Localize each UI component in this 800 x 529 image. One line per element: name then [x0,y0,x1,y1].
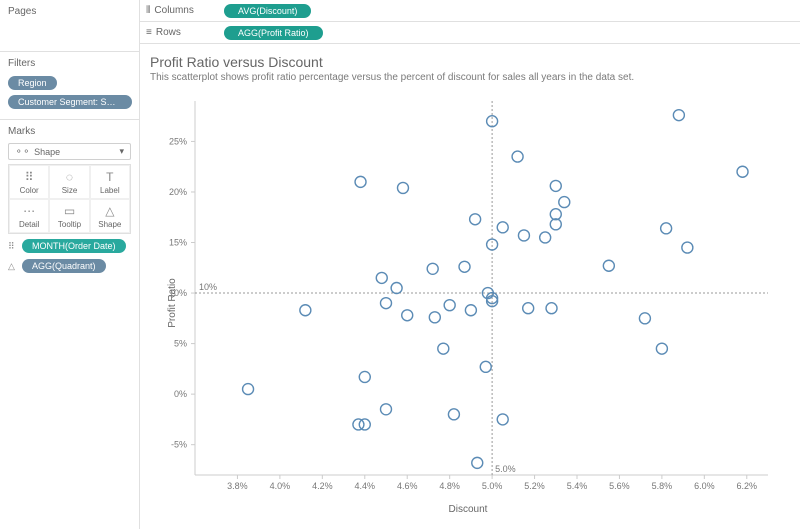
svg-text:6.0%: 6.0% [694,481,715,491]
rows-pill[interactable]: AGG(Profit Ratio) [224,26,323,40]
marks-card-detail[interactable]: ⋯Detail [9,199,49,233]
main-area: ⦀ Columns AVG(Discount) ≡ Rows AGG(Profi… [140,0,800,529]
columns-icon: ⦀ [146,5,150,16]
mark-pill[interactable]: MONTH(Order Date) [22,239,126,253]
svg-text:10%: 10% [199,282,217,292]
chart-title: Profit Ratio versus Discount [150,54,786,70]
chart-subtitle: This scatterplot shows profit ratio perc… [150,72,786,83]
pages-panel: Pages [0,0,139,52]
svg-text:4.4%: 4.4% [355,481,376,491]
filters-panel: Filters Region Customer Segment: Small Bu… [0,52,139,120]
svg-text:3.8%: 3.8% [227,481,248,491]
label-icon: T [106,170,113,184]
chevron-down-icon: ▾ [119,146,124,157]
svg-text:5.8%: 5.8% [652,481,673,491]
svg-text:20%: 20% [169,187,187,197]
size-icon: ◌ [66,170,73,184]
side-panels: Pages Filters Region Customer Segment: Sm… [0,0,140,529]
svg-text:6.2%: 6.2% [737,481,758,491]
svg-text:25%: 25% [169,136,187,146]
svg-text:15%: 15% [169,238,187,248]
rows-icon: ≡ [146,27,152,38]
svg-text:4.6%: 4.6% [397,481,418,491]
marks-card-tooltip[interactable]: ▭Tooltip [49,199,89,233]
svg-text:-5%: -5% [171,440,187,450]
columns-label: Columns [154,5,193,16]
marks-card-size[interactable]: ◌Size [49,165,89,199]
columns-pill[interactable]: AVG(Discount) [224,4,311,18]
shape-selector-icon: ⚬⚬ [15,146,30,157]
viz-area: Profit Ratio versus Discount This scatte… [140,44,800,529]
marks-title: Marks [8,126,131,137]
marks-panel: Marks ⚬⚬ Shape ▾ ⠿Color◌SizeTLabel ⋯Detai… [0,120,139,280]
marks-card-grid: ⠿Color◌SizeTLabel ⋯Detail▭Tooltip△Shape [8,164,131,234]
mark-pill-row: ⠿MONTH(Order Date) [8,238,131,254]
scatter-plot: 3.8% 4.0% 4.2% 4.4% 4.6% 4.8% 5.0% 5.2% 5.4% 5.6%… [150,93,780,503]
detail-icon: ⋯ [23,204,35,218]
svg-text:5%: 5% [174,339,187,349]
mark-pill-row: △AGG(Quadrant) [8,258,131,274]
x-axis-label: Discount [449,504,488,515]
marks-card-color[interactable]: ⠿Color [9,165,49,199]
rows-shelf[interactable]: ≡ Rows AGG(Profit Ratio) [140,22,800,44]
columns-shelf[interactable]: ⦀ Columns AVG(Discount) [140,0,800,22]
mark-pill[interactable]: AGG(Quadrant) [22,259,106,273]
filter-pill[interactable]: Customer Segment: Small Busin... [8,95,132,109]
marks-card-label[interactable]: TLabel [90,165,130,199]
shape-selector-label: Shape [34,147,60,157]
filters-title: Filters [8,58,131,69]
svg-text:5.2%: 5.2% [524,481,545,491]
svg-text:4.0%: 4.0% [270,481,291,491]
shape-icon: △ [105,204,114,218]
marks-type-selector[interactable]: ⚬⚬ Shape ▾ [8,143,131,160]
svg-text:5.6%: 5.6% [609,481,630,491]
svg-text:4.8%: 4.8% [439,481,460,491]
y-axis-label: Profit Ratio [167,278,178,327]
filter-pill[interactable]: Region [8,76,57,90]
tooltip-icon: ▭ [64,204,75,218]
svg-text:4.2%: 4.2% [312,481,333,491]
rows-label: Rows [156,27,181,38]
svg-text:5.0%: 5.0% [482,481,503,491]
svg-text:5.0%: 5.0% [495,464,516,474]
color-icon: ⠿ [25,170,34,184]
marks-card-shape[interactable]: △Shape [90,199,130,233]
svg-text:5.4%: 5.4% [567,481,588,491]
pages-title: Pages [8,6,131,17]
svg-text:0%: 0% [174,389,187,399]
plot-wrap: Profit Ratio 3.8% 4.0% 4.2% 4.4% 4.6% 4.8% 5.0… [150,93,786,513]
